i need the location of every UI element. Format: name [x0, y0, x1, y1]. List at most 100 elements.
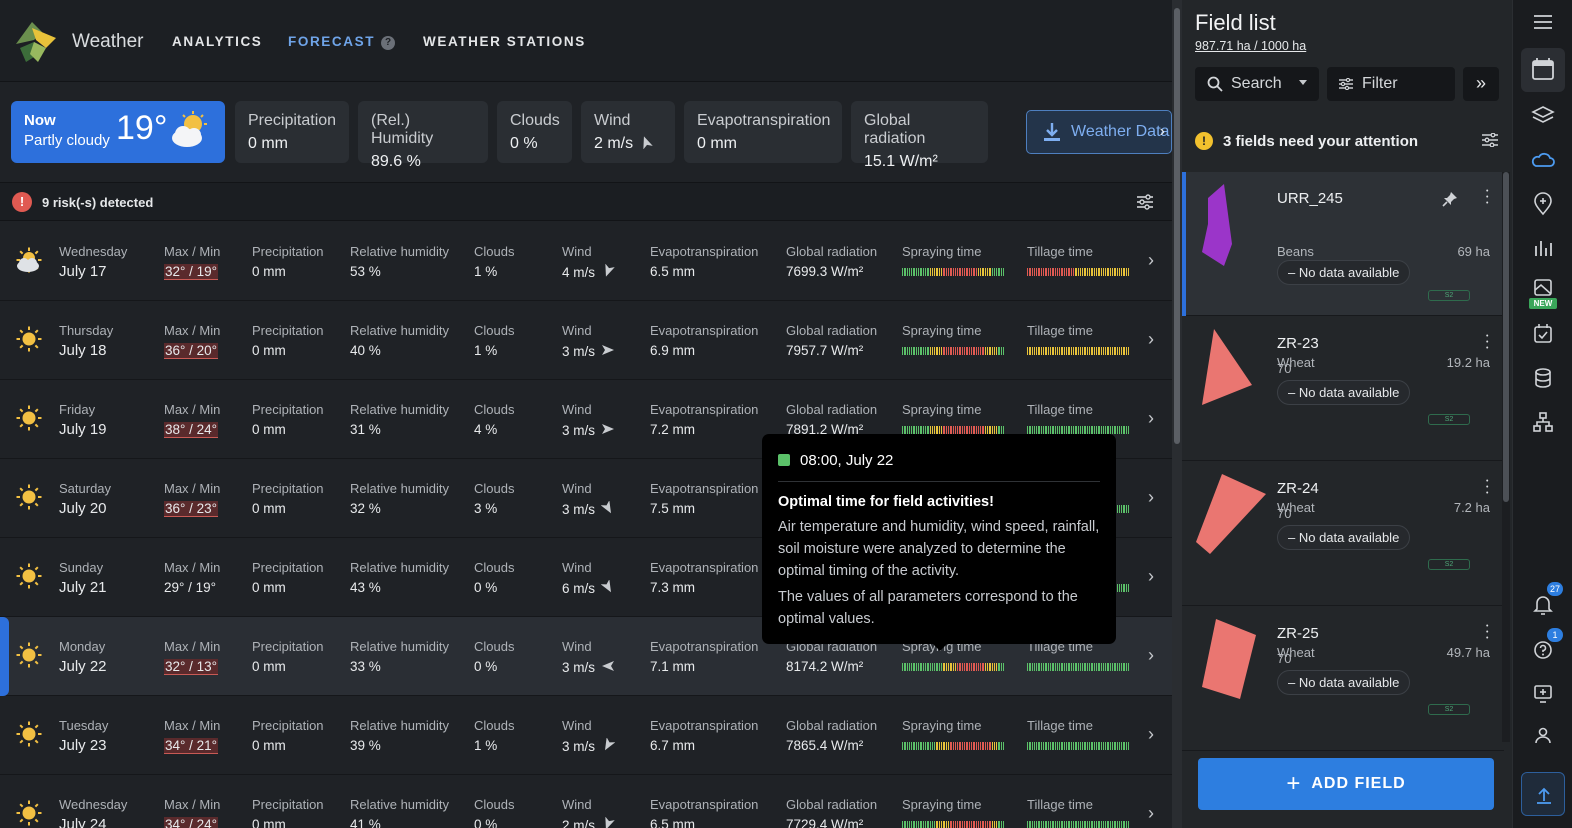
time-slot[interactable] — [1029, 347, 1031, 355]
time-slot[interactable] — [1027, 426, 1029, 434]
time-slot[interactable] — [1047, 347, 1049, 355]
time-slot[interactable] — [970, 742, 973, 750]
panel-scrollbar[interactable] — [1502, 172, 1510, 742]
time-slot[interactable] — [1079, 821, 1082, 828]
time-slot[interactable] — [1089, 426, 1091, 434]
no-data-badge[interactable]: – No data available — [1277, 380, 1411, 405]
time-slot[interactable] — [924, 426, 927, 434]
tillage-time-bar[interactable] — [1027, 663, 1131, 671]
time-slot[interactable] — [1111, 426, 1114, 434]
time-slot[interactable] — [922, 821, 924, 828]
structure-button[interactable] — [1527, 406, 1559, 438]
selected-row-tab[interactable] — [0, 617, 9, 696]
time-slot[interactable] — [1123, 584, 1125, 592]
time-slot[interactable] — [1100, 663, 1102, 671]
time-slot[interactable] — [1056, 821, 1059, 828]
time-slot[interactable] — [1066, 426, 1068, 434]
time-slot[interactable] — [968, 821, 970, 828]
time-slot[interactable] — [902, 821, 904, 828]
time-slot[interactable] — [915, 742, 918, 750]
time-slot[interactable] — [989, 426, 991, 434]
more-options-icon[interactable]: • • • — [1486, 333, 1489, 352]
time-slot[interactable] — [1000, 268, 1003, 276]
time-slot[interactable] — [993, 268, 996, 276]
time-slot[interactable] — [1072, 347, 1075, 355]
time-slot[interactable] — [959, 268, 961, 276]
time-slot[interactable] — [984, 821, 986, 828]
time-slot[interactable] — [961, 347, 964, 355]
time-slot[interactable] — [1063, 268, 1066, 276]
time-slot[interactable] — [1027, 663, 1029, 671]
time-slot[interactable] — [1111, 821, 1114, 828]
time-slot[interactable] — [1105, 268, 1107, 276]
time-slot[interactable] — [977, 347, 980, 355]
time-slot[interactable] — [998, 742, 1000, 750]
time-slot[interactable] — [1031, 663, 1033, 671]
chevron-right-icon[interactable]: › — [1148, 487, 1154, 507]
time-slot[interactable] — [920, 347, 922, 355]
time-slot[interactable] — [977, 821, 980, 828]
time-slot[interactable] — [1102, 268, 1105, 276]
spraying-time-bar[interactable] — [902, 821, 1006, 828]
time-slot[interactable] — [982, 268, 984, 276]
time-slot[interactable] — [1123, 268, 1125, 276]
chevron-right-icon[interactable]: › — [1148, 566, 1154, 586]
time-slot[interactable] — [1049, 663, 1052, 671]
time-slot[interactable] — [982, 347, 984, 355]
time-slot[interactable] — [1109, 742, 1111, 750]
time-slot[interactable] — [1107, 268, 1109, 276]
time-slot[interactable] — [1121, 505, 1123, 513]
time-slot[interactable] — [1031, 347, 1033, 355]
time-slot[interactable] — [989, 821, 991, 828]
time-slot[interactable] — [931, 268, 934, 276]
time-slot[interactable] — [1100, 347, 1102, 355]
time-slot[interactable] — [1084, 347, 1086, 355]
time-slot[interactable] — [1070, 821, 1072, 828]
time-slot[interactable] — [1086, 426, 1089, 434]
time-slot[interactable] — [950, 821, 952, 828]
field-card[interactable]: ZR-24 70 Wheat 7.2 ha – No data available S2 •… — [1182, 462, 1504, 606]
time-slot[interactable] — [952, 426, 954, 434]
time-slot[interactable] — [952, 663, 954, 671]
time-slot[interactable] — [1027, 347, 1029, 355]
time-slot[interactable] — [1033, 821, 1036, 828]
time-slot[interactable] — [1000, 821, 1003, 828]
time-slot[interactable] — [1072, 742, 1075, 750]
time-slot[interactable] — [1052, 347, 1054, 355]
search-dropdown[interactable]: Search — [1195, 67, 1319, 101]
pin-icon[interactable] — [1442, 191, 1458, 207]
time-slot[interactable] — [1091, 821, 1093, 828]
time-slot[interactable] — [915, 426, 918, 434]
time-slot[interactable] — [902, 268, 904, 276]
filter-button[interactable]: Filter — [1327, 67, 1455, 101]
time-slot[interactable] — [1116, 742, 1118, 750]
time-slot[interactable] — [998, 426, 1000, 434]
time-slot[interactable] — [904, 821, 906, 828]
time-slot[interactable] — [934, 663, 936, 671]
time-slot[interactable] — [986, 821, 989, 828]
time-slot[interactable] — [991, 347, 993, 355]
time-slot[interactable] — [1052, 426, 1054, 434]
time-slot[interactable] — [906, 426, 908, 434]
time-slot[interactable] — [1086, 268, 1089, 276]
time-slot[interactable] — [966, 821, 968, 828]
time-slot[interactable] — [947, 663, 950, 671]
time-slot[interactable] — [1003, 663, 1005, 671]
time-slot[interactable] — [918, 663, 920, 671]
time-slot[interactable] — [982, 426, 984, 434]
time-slot[interactable] — [1121, 426, 1123, 434]
time-slot[interactable] — [941, 742, 943, 750]
spraying-time-bar[interactable] — [902, 426, 1006, 434]
time-slot[interactable] — [1059, 347, 1061, 355]
time-slot[interactable] — [934, 742, 936, 750]
time-slot[interactable] — [1052, 742, 1054, 750]
time-slot[interactable] — [1068, 268, 1070, 276]
time-slot[interactable] — [1027, 268, 1029, 276]
forecast-row[interactable]: Thursday July 18 Max / Min 36° / 20° Precipi… — [0, 301, 1172, 380]
time-slot[interactable] — [968, 426, 970, 434]
time-slot[interactable] — [954, 821, 957, 828]
time-slot[interactable] — [1093, 663, 1095, 671]
time-slot[interactable] — [1075, 426, 1077, 434]
weather-button[interactable] — [1527, 144, 1559, 176]
time-slot[interactable] — [1109, 663, 1111, 671]
